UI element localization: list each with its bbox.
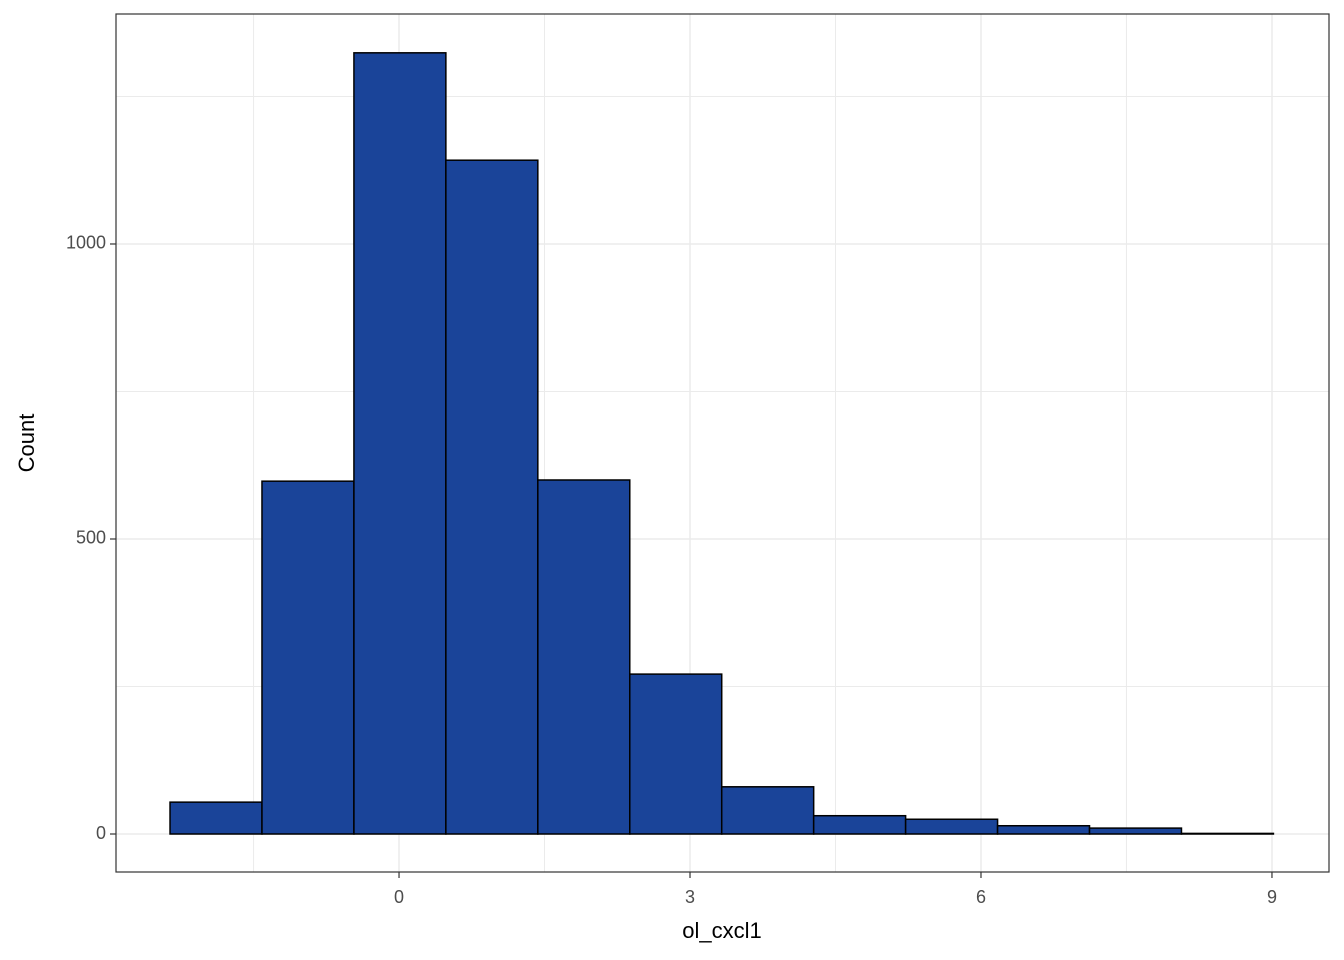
- bar: [445, 159, 539, 835]
- bar: [629, 673, 723, 835]
- bar: [353, 52, 447, 835]
- x-tick-label: 0: [394, 887, 404, 907]
- bar: [537, 479, 631, 835]
- bar: [261, 480, 355, 835]
- x-tick-label: 6: [976, 887, 986, 907]
- bar: [996, 824, 1091, 835]
- y-tick-label: 1000: [66, 233, 106, 253]
- bar: [169, 801, 263, 835]
- bar: [812, 814, 907, 835]
- x-tick-label: 3: [685, 887, 695, 907]
- bar: [1180, 832, 1275, 835]
- y-tick-label: 500: [76, 528, 106, 548]
- x-tick-label: 9: [1267, 887, 1277, 907]
- bar: [720, 786, 815, 835]
- bar: [904, 818, 999, 835]
- panel-border: [115, 13, 1330, 873]
- bar: [1088, 827, 1183, 835]
- x-axis-title: ol_cxcl1: [682, 918, 761, 943]
- y-axis-title: Count: [14, 414, 39, 473]
- y-tick-label: 0: [96, 823, 106, 843]
